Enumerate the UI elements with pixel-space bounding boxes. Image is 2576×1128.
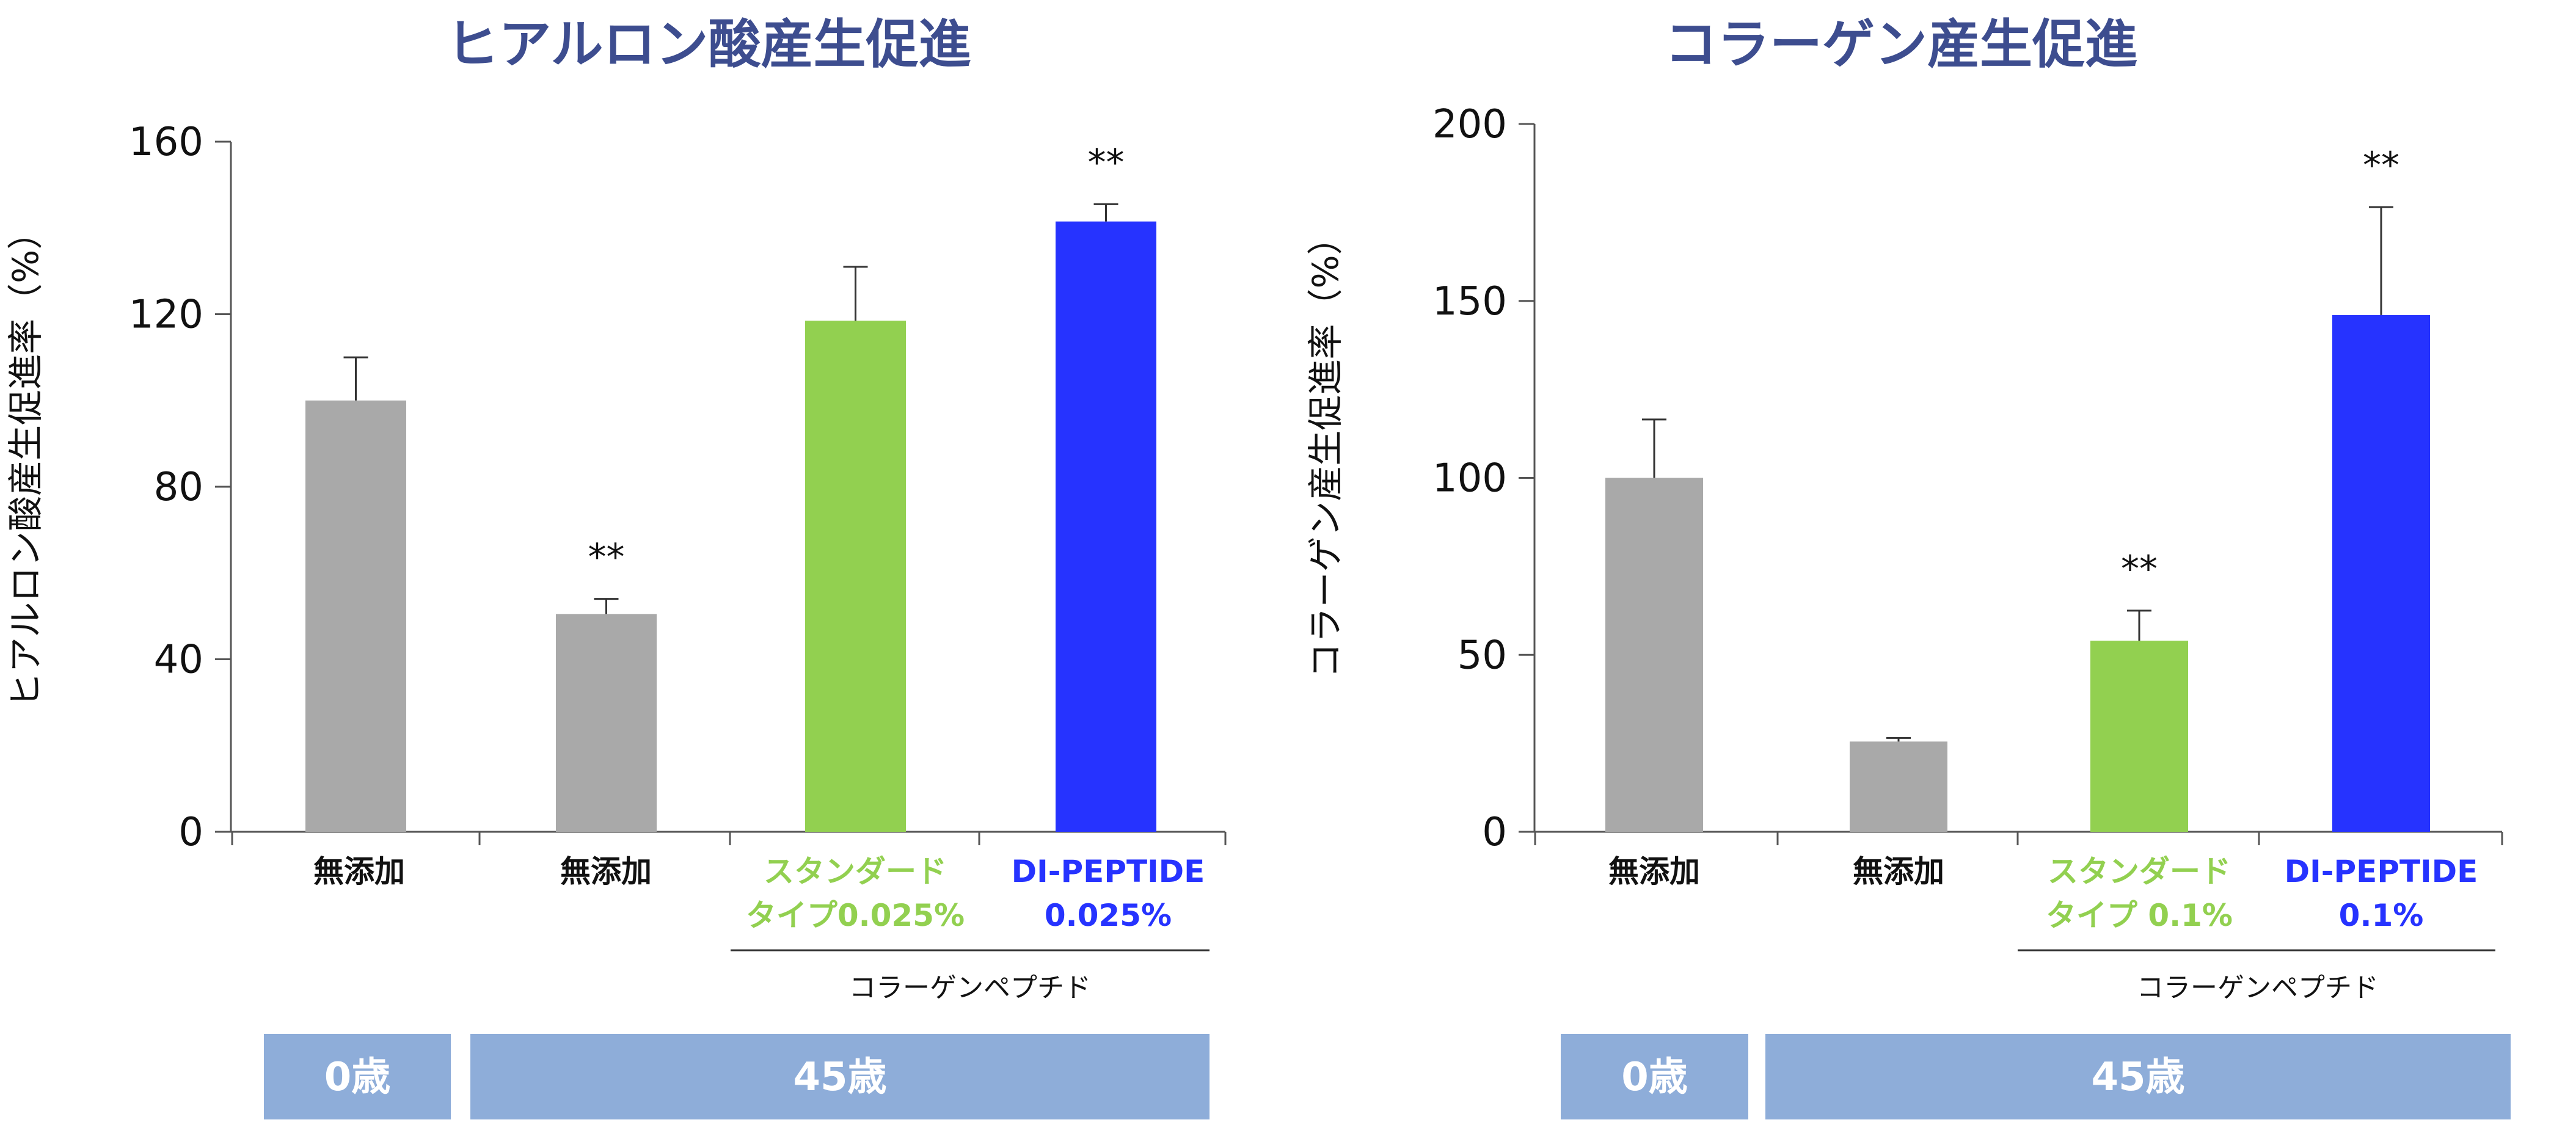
y-tick-label: 200 <box>1432 102 1507 147</box>
category-label: DI-PEPTIDE <box>1012 854 1205 889</box>
y-axis-label: コラーゲン産生促進率（%） <box>1305 219 1346 678</box>
y-tick-label: 160 <box>129 120 203 165</box>
y-tick-label: 150 <box>1432 279 1507 324</box>
category-label: 無添加 <box>1853 854 1944 889</box>
y-tick-label: 0 <box>178 810 203 855</box>
category-label: 無添加 <box>560 854 652 889</box>
significance-marker: ** <box>2363 144 2399 187</box>
group-label: コラーゲンペプチド <box>849 972 1091 1003</box>
y-tick-label: 50 <box>1458 633 1507 678</box>
bar <box>1605 478 1703 832</box>
age-label: 0歳 <box>324 1055 391 1100</box>
bar <box>805 321 906 832</box>
age-band <box>1765 1034 2511 1119</box>
bar <box>556 614 657 832</box>
y-axis-label: ヒアルロン酸産生促進率（%） <box>5 214 46 708</box>
age-label: 0歳 <box>1621 1055 1688 1100</box>
age-band <box>264 1034 451 1119</box>
chart-title: コラーゲン産生促進 <box>1665 14 2137 75</box>
age-label: 45歳 <box>2091 1055 2184 1100</box>
category-label: スタンダード <box>764 854 947 889</box>
bar <box>2090 641 2188 832</box>
age-label: 45歳 <box>793 1055 886 1100</box>
significance-marker: ** <box>1088 141 1125 184</box>
category-label: 無添加 <box>313 854 405 889</box>
significance-marker: ** <box>2121 548 2158 591</box>
category-label: 0.025% <box>1045 898 1172 933</box>
y-tick-label: 100 <box>1432 456 1507 501</box>
category-label: 0.1% <box>2339 898 2424 933</box>
chart-title: ヒアルロン酸産生促進 <box>446 14 971 75</box>
y-tick-label: 0 <box>1482 810 1507 855</box>
category-label: タイプ 0.1% <box>2046 898 2233 933</box>
y-tick-label: 120 <box>129 293 203 338</box>
bar <box>1056 221 1156 832</box>
age-band <box>1561 1034 1748 1119</box>
category-label: スタンダード <box>2048 854 2231 889</box>
bar <box>1850 741 1947 832</box>
category-label: DI-PEPTIDE <box>2285 854 2478 889</box>
bar <box>2332 315 2430 832</box>
significance-marker: ** <box>588 536 625 579</box>
age-band <box>470 1034 1210 1119</box>
y-tick-label: 40 <box>154 638 203 683</box>
category-label: 無添加 <box>1608 854 1700 889</box>
bar <box>305 400 406 832</box>
group-label: コラーゲンペプチド <box>2137 972 2379 1003</box>
category-label: タイプ0.025% <box>746 898 965 933</box>
y-tick-label: 80 <box>154 465 203 510</box>
